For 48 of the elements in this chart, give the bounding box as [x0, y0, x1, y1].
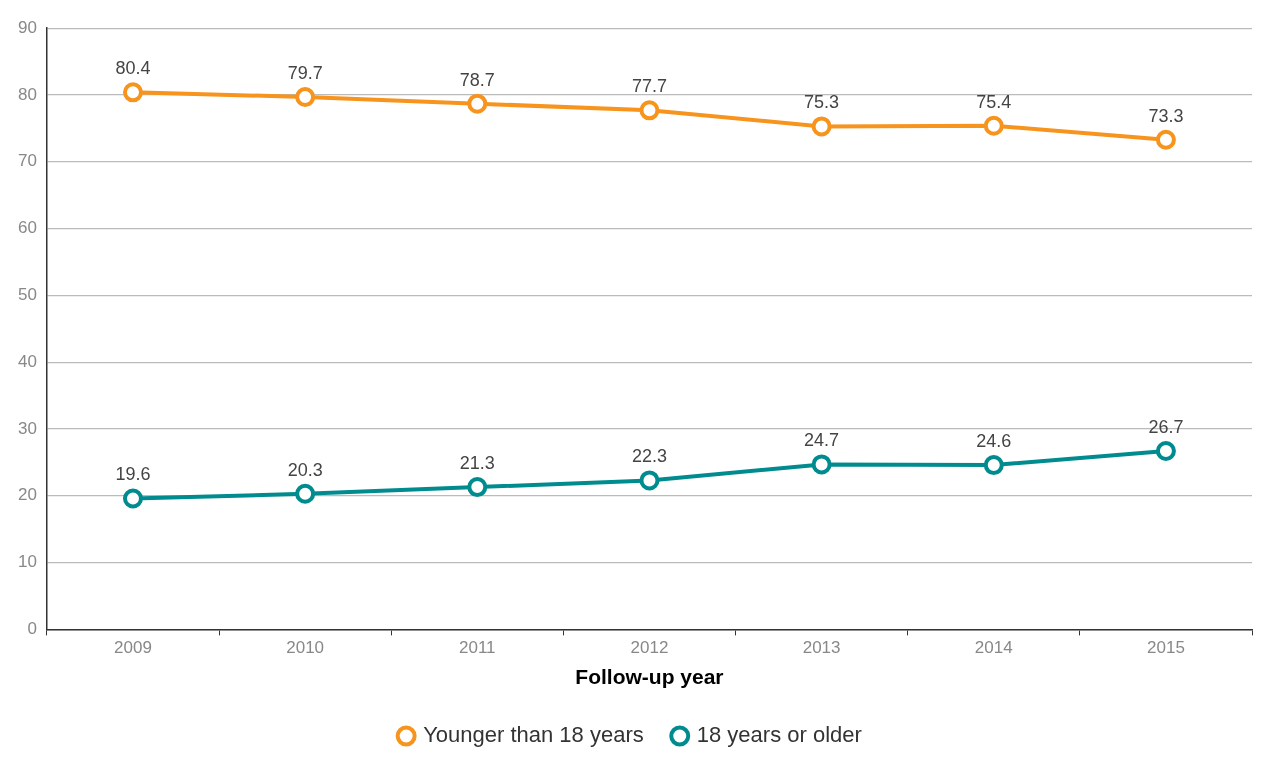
legend-label: Younger than 18 years — [423, 722, 644, 748]
point — [811, 116, 832, 137]
x-tick-label: 2009 — [114, 638, 152, 658]
data-label: 75.4 — [976, 91, 1012, 112]
point — [1155, 129, 1176, 150]
y-tick-label: 90 — [17, 17, 37, 37]
y-tick-label: 60 — [17, 218, 37, 238]
data-label: 22.3 — [631, 446, 667, 467]
point — [122, 488, 143, 509]
point — [639, 100, 660, 121]
y-tick-label: 10 — [17, 552, 37, 572]
point — [1155, 441, 1176, 462]
x-axis-title: Follow-up year — [575, 665, 724, 689]
data-label: 75.3 — [804, 92, 840, 113]
data-label: 73.3 — [1148, 105, 1184, 126]
y-tick-label: 40 — [17, 351, 37, 371]
point — [983, 115, 1004, 136]
point — [467, 93, 488, 114]
y-tick-label: 20 — [17, 485, 37, 505]
point — [639, 470, 660, 491]
y-tick-label: 70 — [17, 151, 37, 171]
point — [983, 455, 1004, 476]
y-tick-label: 0 — [27, 619, 37, 639]
data-label: 79.7 — [287, 62, 323, 83]
y-tick-label: 30 — [17, 418, 37, 438]
data-label: 78.7 — [459, 69, 495, 90]
point — [122, 82, 143, 103]
data-label: 77.7 — [631, 76, 667, 97]
x-tick-label: 2011 — [459, 638, 496, 658]
x-tick-label: 2015 — [1147, 638, 1185, 658]
point — [295, 483, 316, 504]
y-tick-label: 80 — [17, 84, 37, 104]
point — [467, 477, 488, 498]
x-tick-label: 2010 — [286, 638, 325, 658]
point — [295, 87, 316, 107]
x-tick-label: 2013 — [802, 638, 841, 658]
data-label: 80.4 — [115, 58, 151, 79]
point — [811, 454, 832, 475]
data-label: 21.3 — [459, 453, 495, 474]
y-tick-label: 50 — [17, 285, 37, 305]
x-tick-label: 2012 — [630, 638, 669, 658]
data-label: 24.7 — [804, 430, 840, 451]
data-label: 19.6 — [115, 464, 151, 485]
data-label: 26.7 — [1148, 417, 1184, 438]
data-label: 24.6 — [976, 431, 1012, 452]
x-tick-label: 2014 — [974, 638, 1013, 658]
legend-label: 18 years or older — [696, 722, 862, 748]
data-label: 20.3 — [287, 459, 323, 480]
